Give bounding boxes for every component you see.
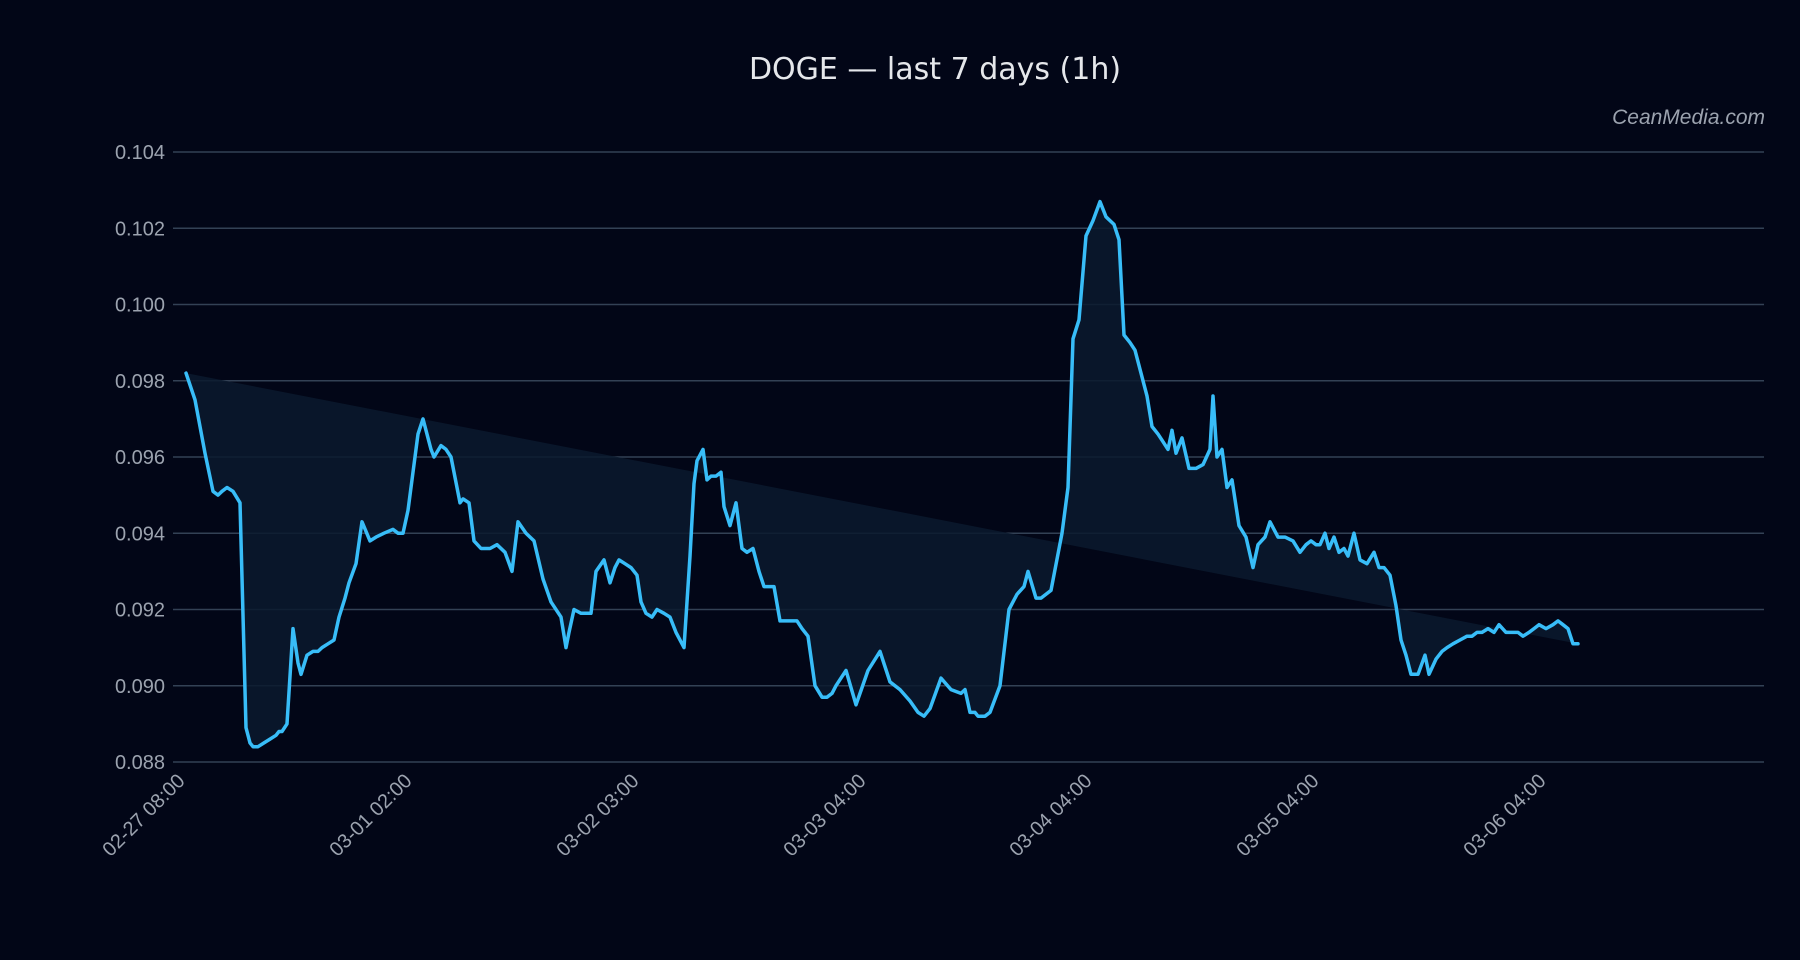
x-tick-label: 02-27 08:00 bbox=[98, 770, 189, 861]
chart-title: DOGE — last 7 days (1h) bbox=[748, 52, 1122, 87]
x-axis-ticks: 02-27 08:00 03-01 02:00 03-02 03:00 03-03 0… bbox=[98, 770, 1550, 861]
y-tick-label: 0.090 bbox=[115, 676, 165, 698]
y-tick-label: 0.100 bbox=[115, 295, 165, 317]
y-tick-label: 0.092 bbox=[115, 600, 165, 622]
y-tick-label: 0.104 bbox=[115, 142, 165, 164]
price-area-fill bbox=[186, 201, 1578, 747]
y-tick-label: 0.088 bbox=[115, 752, 165, 774]
grid-lines bbox=[173, 151, 1764, 763]
x-tick-label: 03-01 02:00 bbox=[325, 770, 416, 861]
x-tick-label: 03-03 04:00 bbox=[779, 770, 870, 861]
watermark: CeanMedia.com bbox=[1612, 106, 1765, 129]
y-tick-label: 0.094 bbox=[115, 523, 165, 545]
y-tick-label: 0.102 bbox=[115, 218, 165, 240]
y-tick-label: 0.098 bbox=[115, 371, 165, 393]
y-axis-ticks: 0.088 0.090 0.092 0.094 0.096 0.098 0.100 0.102… bbox=[115, 142, 165, 774]
y-tick-label: 0.096 bbox=[115, 447, 165, 469]
x-tick-label: 03-04 04:00 bbox=[1005, 770, 1096, 861]
x-tick-label: 03-06 04:00 bbox=[1459, 770, 1550, 861]
x-tick-label: 03-02 03:00 bbox=[552, 770, 643, 861]
x-tick-label: 03-05 04:00 bbox=[1232, 770, 1323, 861]
price-line bbox=[184, 199, 1580, 749]
